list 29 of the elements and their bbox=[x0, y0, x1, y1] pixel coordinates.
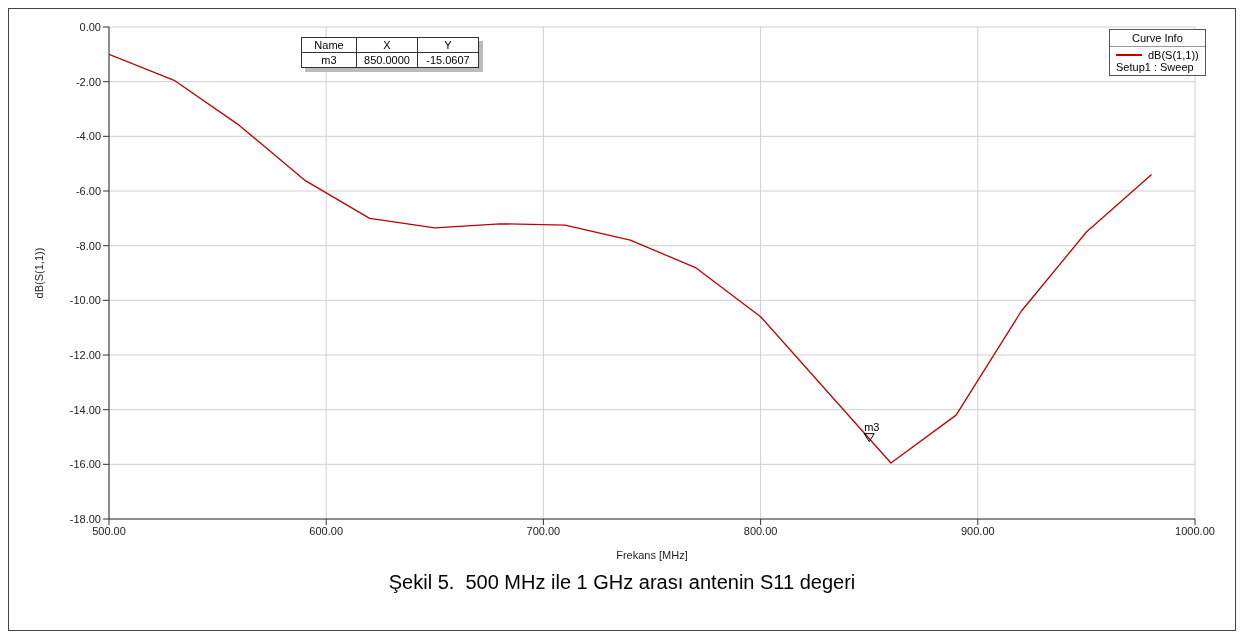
annotation: m3 bbox=[301, 52, 357, 68]
y-tick-label: -14.00 bbox=[69, 403, 101, 416]
x-tick-label: 500.00 bbox=[92, 524, 126, 537]
y-tick-label: -16.00 bbox=[69, 458, 101, 471]
annotation: Y bbox=[417, 37, 479, 53]
annotation: Setup1 : Sweep bbox=[1116, 61, 1195, 73]
y-tick-label: -8.00 bbox=[75, 239, 101, 252]
x-tick-label: 1000.00 bbox=[1175, 524, 1215, 537]
y-tick-label: -18.00 bbox=[69, 512, 101, 525]
annotation: m3 bbox=[864, 420, 880, 433]
y-axis-title: dB(S(1,1)) bbox=[32, 247, 45, 299]
y-tick-label: -12.00 bbox=[69, 348, 101, 361]
legend-label: dB(S(1,1)) bbox=[1148, 49, 1199, 61]
y-tick-label: 0.00 bbox=[79, 20, 101, 33]
y-tick-label: -10.00 bbox=[69, 294, 101, 307]
y-tick-label: -6.00 bbox=[75, 184, 101, 197]
text: Şekil 5. 500 MHz ile 1 GHz arası antenin S11 degeri bbox=[387, 571, 857, 594]
annotation: Name bbox=[301, 37, 357, 53]
x-axis-title: Frekans [MHz] bbox=[616, 549, 688, 561]
y-tick-label: -4.00 bbox=[75, 130, 101, 143]
annotation: 850.0000 bbox=[356, 52, 418, 68]
x-tick-label: 700.00 bbox=[526, 524, 561, 537]
x-tick-label: 600.00 bbox=[309, 524, 344, 537]
x-tick-label: 900.00 bbox=[960, 524, 995, 537]
legend-title: Curve Info bbox=[1110, 30, 1205, 47]
x-tick-label: 800.00 bbox=[743, 524, 778, 537]
y-tick-label: -2.00 bbox=[75, 75, 101, 88]
annotation: X bbox=[356, 37, 418, 53]
annotation: -15.0607 bbox=[417, 52, 479, 68]
